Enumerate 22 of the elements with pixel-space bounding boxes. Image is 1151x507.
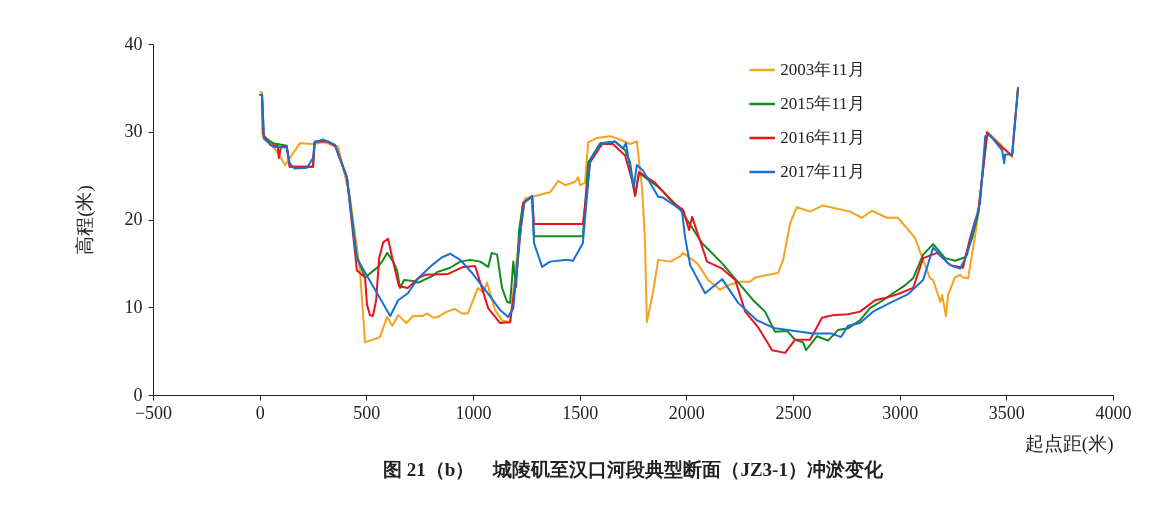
- legend-label: 2017年11月: [780, 162, 865, 181]
- y-tick-label: 40: [124, 33, 143, 54]
- legend-label: 2003年11月: [780, 60, 865, 79]
- y-tick-label: 10: [124, 296, 143, 317]
- x-tick-label: 2000: [668, 402, 705, 423]
- x-axis-title: 起点距(米): [1024, 432, 1114, 455]
- legend-label: 2015年11月: [780, 94, 865, 113]
- y-tick-label: 0: [133, 384, 143, 405]
- x-tick-label: 500: [353, 402, 381, 423]
- x-tick-label: 1500: [562, 402, 599, 423]
- x-tick-label: 2500: [775, 402, 812, 423]
- x-tick-label: 3500: [988, 402, 1025, 423]
- x-tick-label: −500: [134, 402, 173, 423]
- legend-label: 2016年11月: [780, 128, 865, 147]
- text: 图 21（b） 城陵矶至汉口河段典型断面（JZ3-1）冲淤变化: [383, 459, 884, 480]
- x-tick-label: 3000: [882, 402, 919, 423]
- x-tick-label: 1000: [455, 402, 492, 423]
- y-tick-label: 20: [124, 209, 143, 229]
- x-tick-label: 4000: [1095, 402, 1132, 423]
- x-tick-label: 0: [255, 402, 265, 423]
- y-tick-label: 30: [124, 121, 143, 142]
- y-axis-title: 高程(米): [73, 185, 96, 255]
